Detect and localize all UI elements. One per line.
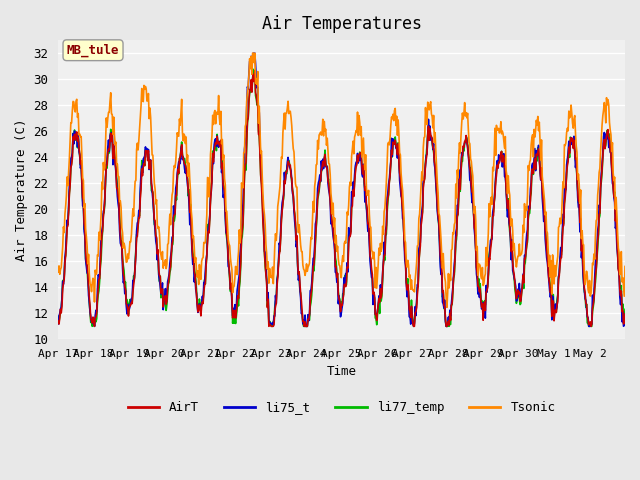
Legend: AirT, li75_t, li77_temp, Tsonic: AirT, li75_t, li77_temp, Tsonic [123, 396, 561, 420]
Title: Air Temperatures: Air Temperatures [262, 15, 422, 33]
Y-axis label: Air Temperature (C): Air Temperature (C) [15, 119, 28, 261]
Text: MB_tule: MB_tule [67, 44, 119, 57]
X-axis label: Time: Time [326, 365, 356, 378]
